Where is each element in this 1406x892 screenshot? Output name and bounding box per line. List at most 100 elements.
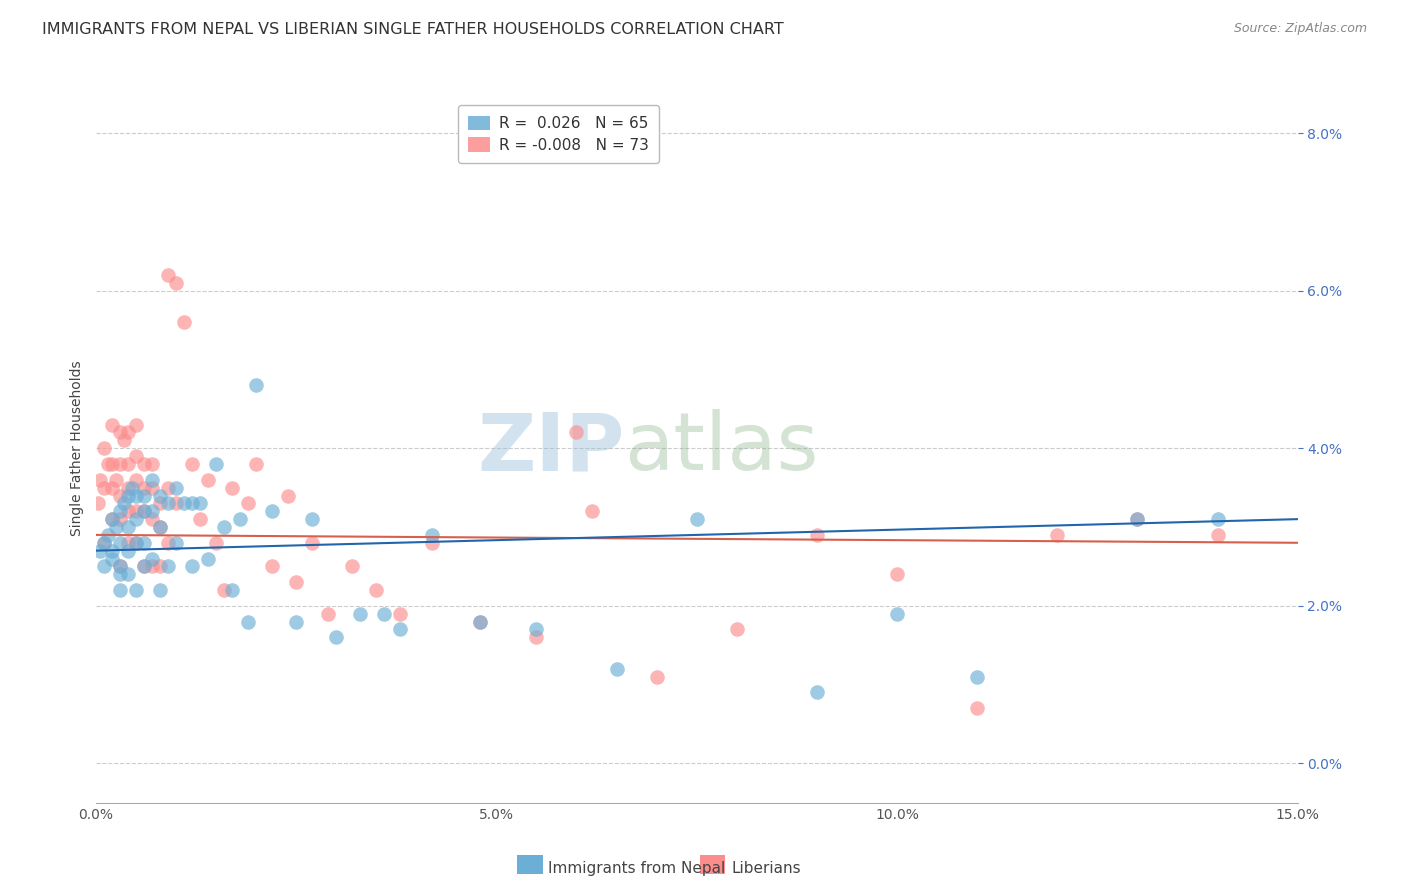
Point [117,425,139,440]
Point [124,449,148,463]
Point [117,543,139,558]
Point [284,615,308,629]
Point [165,535,187,549]
Point [180,457,202,471]
Point [229,512,252,526]
Point [121,481,143,495]
Text: Liberians: Liberians [731,862,801,876]
Point [260,559,283,574]
Point [93,442,115,456]
Point [124,583,148,598]
Point [108,567,131,582]
Point [100,543,122,558]
Point [100,551,122,566]
Text: Source: ZipAtlas.com: Source: ZipAtlas.com [1233,22,1367,36]
Point [470,615,492,629]
Point [100,457,122,471]
Point [236,615,259,629]
Point [141,481,163,495]
Point [149,559,172,574]
Point [156,535,179,549]
Point [108,559,131,574]
Point [197,551,219,566]
Point [420,528,443,542]
Point [156,268,179,282]
Point [112,496,135,510]
Point [108,583,131,598]
Point [108,489,131,503]
Point [389,607,412,621]
Y-axis label: Single Father Households: Single Father Households [70,360,84,536]
Point [1126,512,1149,526]
Point [156,496,179,510]
Text: IMMIGRANTS FROM NEPAL VS LIBERIAN SINGLE FATHER HOUSEHOLDS CORRELATION CHART: IMMIGRANTS FROM NEPAL VS LIBERIAN SINGLE… [42,22,785,37]
Point [89,543,111,558]
Point [526,631,548,645]
Point [93,481,115,495]
Point [141,473,163,487]
Point [104,520,127,534]
Point [325,631,347,645]
Point [205,535,228,549]
Point [124,535,148,549]
Point [526,623,548,637]
Point [124,417,148,432]
Point [100,512,122,526]
Point [149,496,172,510]
Point [132,489,155,503]
Point [132,457,155,471]
Point [141,457,163,471]
Point [277,489,299,503]
Point [245,457,267,471]
Point [1126,512,1149,526]
Point [221,583,243,598]
Point [197,473,219,487]
Point [104,473,127,487]
Point [366,583,388,598]
Point [212,583,235,598]
Point [117,567,139,582]
Point [236,496,259,510]
Point [108,512,131,526]
Point [173,315,195,329]
Point [156,481,179,495]
Point [165,496,187,510]
Point [284,575,308,590]
Point [173,496,195,510]
Point [645,670,668,684]
Point [124,535,148,549]
Point [205,457,228,471]
Point [165,276,187,290]
Point [132,559,155,574]
Point [112,434,135,448]
Point [141,559,163,574]
Point [188,496,211,510]
Point [93,535,115,549]
Point [301,535,323,549]
Point [165,481,187,495]
Point [966,701,988,715]
Point [260,504,283,518]
Point [100,512,122,526]
Point [124,489,148,503]
Point [141,504,163,518]
Point [149,489,172,503]
Point [97,528,120,542]
Point [132,559,155,574]
Point [132,504,155,518]
Point [180,496,202,510]
Point [886,607,908,621]
Point [221,481,243,495]
Point [108,535,131,549]
Point [581,504,603,518]
Point [108,559,131,574]
Text: Immigrants from Nepal: Immigrants from Nepal [548,862,725,876]
Point [117,457,139,471]
Point [373,607,395,621]
Point [301,512,323,526]
Point [87,496,110,510]
Point [966,670,988,684]
Point [686,512,709,526]
Point [156,559,179,574]
Point [212,520,235,534]
